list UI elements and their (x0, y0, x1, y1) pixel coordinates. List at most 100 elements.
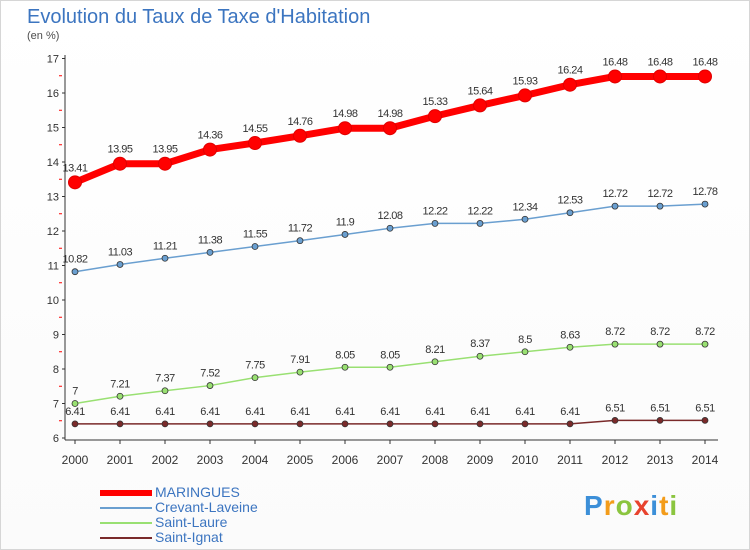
data-label: 11.21 (153, 240, 178, 252)
data-point (518, 88, 532, 103)
x-tick-label: 2010 (512, 453, 539, 467)
logo-letter: i (669, 490, 679, 521)
data-label: 7.21 (110, 378, 130, 390)
x-tick-label: 2014 (692, 453, 719, 467)
data-point (431, 220, 439, 227)
data-label: 8.05 (335, 349, 355, 361)
data-label: 8.72 (605, 326, 625, 338)
data-point (206, 248, 214, 256)
data-label: 12.78 (692, 186, 717, 198)
data-label: 8.37 (470, 338, 490, 350)
legend-swatch (100, 490, 152, 496)
data-label: 12.34 (512, 201, 537, 213)
data-label: 7 (72, 386, 78, 398)
data-point (476, 420, 484, 428)
data-point (341, 363, 349, 371)
data-label: 11.72 (288, 223, 313, 235)
data-point (116, 420, 124, 428)
data-point (611, 417, 619, 424)
data-point (251, 243, 259, 250)
data-label: 7.75 (245, 360, 265, 372)
data-point (431, 420, 439, 428)
data-label: 11.9 (336, 216, 355, 228)
data-label: 13.95 (107, 144, 132, 156)
data-label: 7.52 (200, 368, 220, 380)
data-point (383, 121, 397, 136)
data-point (566, 343, 574, 351)
x-tick-label: 2001 (107, 453, 134, 467)
y-tick-label: 14 (47, 157, 59, 169)
data-point (161, 387, 169, 395)
data-label: 6.41 (560, 406, 580, 418)
data-label: 14.98 (332, 108, 357, 120)
data-label: 6.41 (335, 406, 355, 418)
y-tick-label: 16 (47, 88, 59, 100)
data-label: 12.53 (557, 195, 582, 207)
y-tick-label: 8 (53, 364, 59, 376)
logo-letter: P (584, 490, 604, 521)
data-label: 6.41 (245, 406, 265, 418)
chart-axes: 6 7 8 9 10 11 12 13 14 15 16 17 2000 2001 2002 2003 2004… (47, 54, 719, 468)
chart-data-labels: 6.41 6.41 6.41 6.41 6.41 6.41 6.41 6.41 6.41 6.41… (62, 56, 718, 418)
logo-letter: x (633, 490, 651, 521)
logo-letter: o (615, 490, 634, 521)
x-tick-label: 2013 (647, 453, 674, 467)
data-label: 16.48 (692, 56, 717, 68)
data-label: 15.64 (467, 85, 492, 97)
data-label: 6.41 (155, 406, 175, 418)
chart-title: Evolution du Taux de Taxe d'Habitation (27, 6, 371, 28)
data-point (656, 417, 664, 424)
logo-letter: i (650, 490, 660, 521)
data-label: 6.41 (290, 406, 310, 418)
data-point (113, 156, 127, 171)
data-point (566, 209, 574, 217)
x-tick-label: 2006 (332, 453, 359, 467)
data-point (611, 340, 619, 348)
data-label: 12.22 (467, 205, 492, 217)
x-tick-label: 2003 (197, 453, 224, 467)
data-point (158, 156, 172, 171)
data-label: 10.82 (62, 254, 87, 266)
data-label: 8.72 (695, 326, 715, 338)
data-label: 14.36 (197, 130, 222, 142)
legend-swatch (100, 507, 152, 509)
data-point (701, 417, 709, 424)
data-label: 13.41 (62, 162, 87, 174)
data-point (521, 215, 529, 223)
data-point (161, 254, 169, 262)
y-tick-label: 7 (53, 399, 59, 411)
y-tick-label: 12 (47, 226, 59, 238)
data-point (68, 175, 82, 190)
y-tick-label: 10 (47, 295, 59, 307)
data-label: 6.41 (515, 406, 535, 418)
data-label: 14.55 (242, 123, 267, 135)
data-point (386, 363, 394, 371)
data-point (341, 231, 349, 238)
y-tick-label: 15 (47, 123, 59, 135)
data-point (296, 420, 304, 428)
logo-letter: r (603, 490, 616, 521)
data-label: 6.41 (65, 406, 85, 418)
data-point (341, 420, 349, 428)
data-label: 8.5 (518, 334, 532, 346)
data-point (521, 420, 529, 428)
y-tick-label: 9 (53, 330, 59, 342)
data-point (386, 420, 394, 428)
data-point (206, 420, 214, 428)
x-tick-label: 2007 (377, 453, 404, 467)
data-point (476, 220, 484, 227)
legend-label: Saint-Laure (155, 514, 228, 530)
data-point (248, 136, 262, 151)
data-label: 8.72 (650, 326, 670, 338)
chart-subtitle: (en %) (27, 30, 60, 42)
x-tick-label: 2004 (242, 453, 269, 467)
data-label: 12.08 (377, 210, 402, 222)
logo-letter: t (659, 490, 670, 521)
legend-swatch (100, 537, 152, 539)
data-label: 15.93 (512, 75, 537, 87)
x-tick-label: 2011 (557, 453, 583, 467)
data-point (386, 224, 394, 232)
data-point (608, 69, 622, 84)
x-tick-label: 2005 (287, 453, 314, 467)
